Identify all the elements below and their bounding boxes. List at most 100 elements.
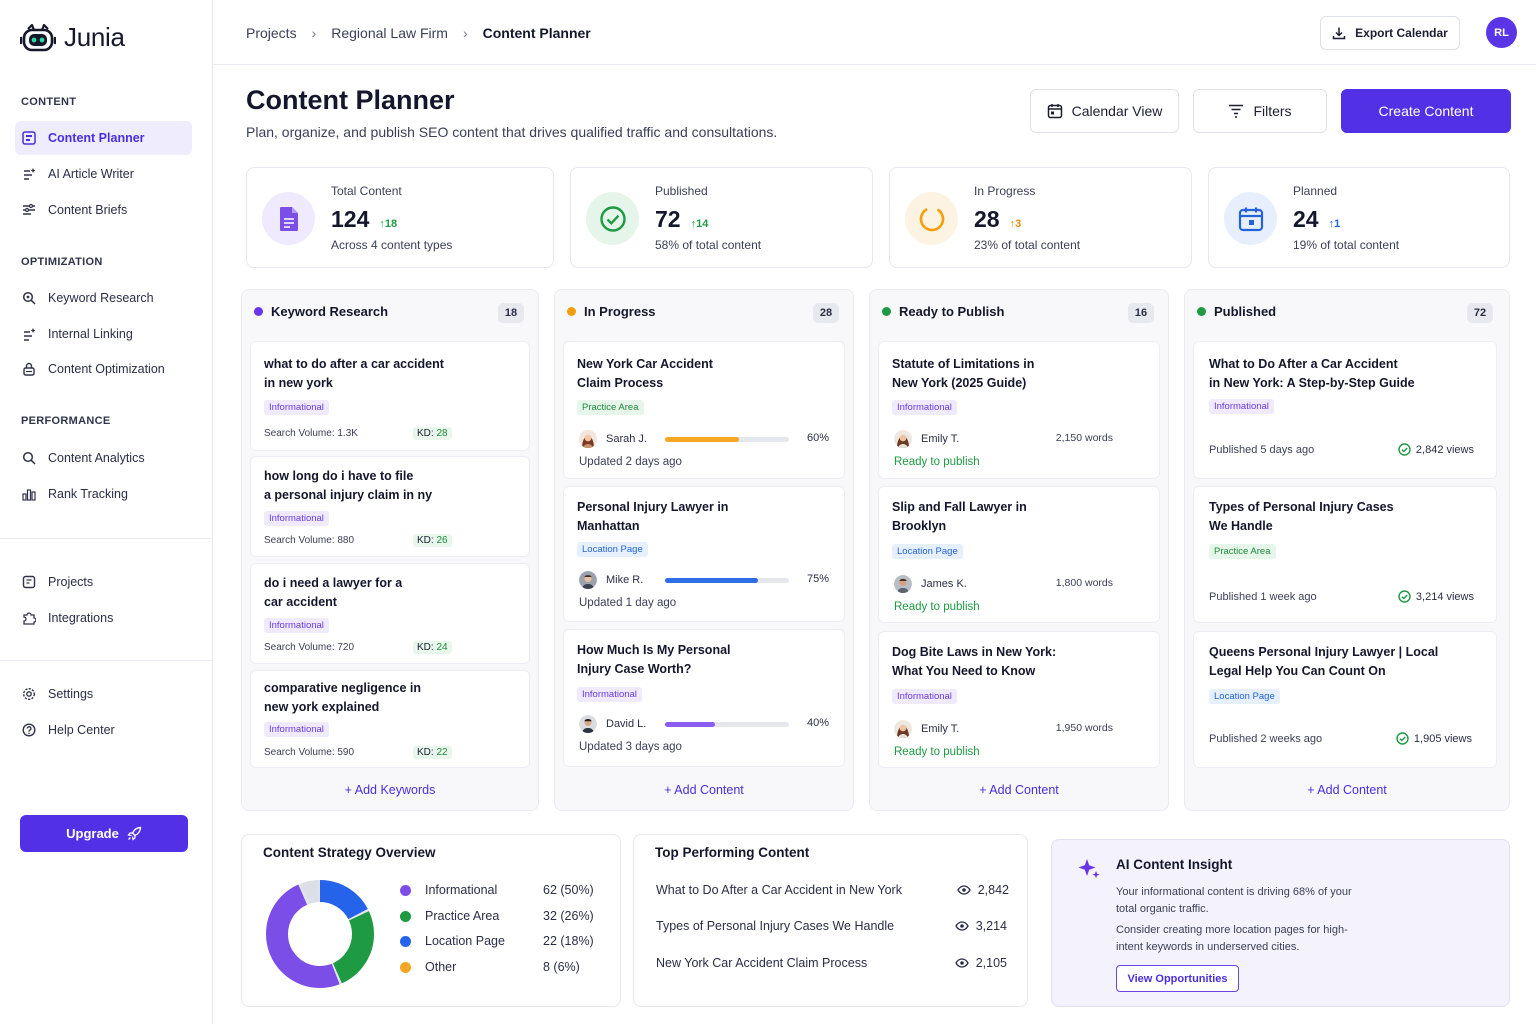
content-type-tag: Informational	[1209, 399, 1274, 414]
author-name: Mike R.	[606, 574, 644, 586]
column-count-badge: 18	[498, 303, 524, 323]
add-content-button[interactable]: + Add Content	[664, 783, 744, 797]
link-sparkle-icon	[21, 327, 36, 342]
content-card[interactable]: Dog Bite Laws in New York: What You Need …	[878, 631, 1160, 768]
top-content-row[interactable]: Types of Personal Injury Cases We Handle…	[656, 919, 1007, 933]
top-performing-panel: Top Performing Content What to Do After …	[633, 834, 1028, 1007]
keyword-card[interactable]: how long do i have to file a personal inj…	[250, 456, 530, 557]
view-opportunities-button[interactable]: View Opportunities	[1116, 965, 1239, 992]
bar-chart-icon	[21, 487, 36, 502]
stat-delta-value: 3	[1015, 218, 1022, 230]
stat-delta-value: 14	[696, 218, 709, 230]
page-title: Content Planner	[246, 85, 455, 115]
content-card[interactable]: How Much Is My Personal Injury Case Worth…	[563, 629, 845, 767]
panel-title: Content Strategy Overview	[263, 845, 436, 860]
stat-delta-value: 1	[1334, 218, 1341, 230]
sidebar-item-content-planner[interactable]: Content Planner	[15, 121, 192, 155]
legend-label: Practice Area	[425, 909, 500, 923]
sidebar-item-projects[interactable]: Projects	[15, 565, 192, 599]
stat-delta: ↑3	[1010, 218, 1022, 230]
avatar[interactable]: RL	[1486, 17, 1517, 48]
sidebar-item-integrations[interactable]: Integrations	[15, 601, 192, 635]
logo[interactable]: Junia	[20, 22, 125, 53]
legend-label: Location Page	[425, 934, 505, 948]
sidebar-divider	[0, 538, 212, 539]
sidebar-item-label: Content Optimization	[48, 362, 165, 376]
word-count: 2,150 words	[1055, 432, 1113, 444]
filter-icon	[1228, 104, 1244, 118]
author: Sarah J.	[579, 430, 647, 448]
sidebar-divider	[0, 660, 212, 661]
stat-card-published: Published 72 ↑14 58% of total content	[570, 167, 873, 268]
add-content-button[interactable]: + Add Content	[979, 783, 1059, 797]
view-count: 1,905 views	[1396, 732, 1472, 745]
stat-label: Total Content	[331, 184, 402, 198]
check-circle-icon	[1398, 443, 1411, 456]
author: Emily T.	[894, 720, 959, 738]
create-content-button[interactable]: Create Content	[1341, 89, 1511, 133]
content-card[interactable]: Statute of Limitations in New York (2025 …	[878, 341, 1160, 479]
published-card[interactable]: Types of Personal Injury Cases We Handle …	[1193, 486, 1497, 623]
stat-value-row: 72 ↑14	[655, 206, 708, 233]
sidebar-item-help-center[interactable]: Help Center	[15, 713, 192, 747]
stat-value: 124	[331, 206, 370, 232]
progress-fill	[665, 437, 740, 442]
sidebar-item-content-analytics[interactable]: Content Analytics	[15, 441, 192, 475]
published-card[interactable]: Queens Personal Injury Lawyer | Local Leg…	[1193, 631, 1497, 768]
published-card[interactable]: What to Do After a Car Accident in New Yo…	[1193, 341, 1497, 479]
progress-fill	[665, 722, 715, 727]
rocket-icon	[127, 826, 142, 841]
stat-value: 24	[1293, 206, 1319, 232]
sidebar-item-keyword-research[interactable]: Keyword Research	[15, 281, 192, 315]
create-content-label: Create Content	[1378, 103, 1474, 119]
search-icon	[21, 291, 36, 306]
sidebar-item-rank-tracking[interactable]: Rank Tracking	[15, 477, 192, 511]
content-card[interactable]: Slip and Fall Lawyer in Brooklyn Location…	[878, 486, 1160, 623]
legend-label: Other	[425, 960, 457, 974]
upgrade-button[interactable]: Upgrade	[20, 815, 188, 852]
breadcrumb-projects[interactable]: Projects	[246, 25, 297, 41]
sidebar-item-internal-linking[interactable]: Internal Linking	[15, 317, 192, 351]
kd-badge: KD: 28	[413, 427, 452, 440]
sidebar-item-ai-article-writer[interactable]: AI Article Writer	[15, 157, 192, 191]
add-keywords-button[interactable]: + Add Keywords	[344, 783, 436, 797]
top-content-row[interactable]: New York Car Accident Claim Process 2,10…	[656, 956, 1007, 970]
document-icon	[262, 192, 315, 245]
chevron-right-icon: ›	[311, 25, 317, 41]
sidebar-item-settings[interactable]: Settings	[15, 677, 192, 711]
keyword-card[interactable]: comparative negligence in new york explai…	[250, 670, 530, 768]
stat-label: Published	[655, 184, 708, 198]
progress-percent: 75%	[806, 573, 829, 585]
legend-item: Other 8 (6%)	[400, 960, 580, 974]
column-count-badge: 16	[1128, 303, 1154, 323]
puzzle-icon	[21, 611, 36, 626]
content-type-tag: Informational	[264, 400, 329, 415]
keyword-card[interactable]: what to do after a car accident in new yo…	[250, 341, 530, 451]
gear-icon	[21, 687, 36, 702]
legend-swatch	[400, 935, 411, 947]
filters-button[interactable]: Filters	[1193, 89, 1327, 133]
published-time: Published 2 weeks ago	[1209, 733, 1323, 745]
content-type-tag: Practice Area	[1209, 544, 1276, 559]
stat-value-row: 24 ↑1	[1293, 206, 1340, 233]
folder-icon	[21, 575, 36, 590]
progress-spinner-icon	[905, 192, 958, 245]
content-type-tag: Informational	[892, 400, 957, 415]
breadcrumb-regional-law-firm[interactable]: Regional Law Firm	[331, 25, 448, 41]
card-title: how long do i have to file a personal inj…	[264, 469, 433, 502]
column-header: Keyword Research	[254, 304, 388, 319]
keyword-card[interactable]: do i need a lawyer for a car accident Inf…	[250, 563, 530, 664]
calendar-view-button[interactable]: Calendar View	[1030, 89, 1179, 133]
donut-slice-practice-area	[266, 880, 374, 988]
content-card[interactable]: Personal Injury Lawyer in Manhattan Locat…	[563, 486, 845, 622]
column-header: Published	[1197, 304, 1276, 319]
export-calendar-button[interactable]: Export Calendar	[1320, 16, 1460, 50]
content-card[interactable]: New York Car Accident Claim Process Pract…	[563, 341, 845, 479]
card-title: How Much Is My Personal Injury Case Worth…	[577, 643, 731, 676]
top-content-row[interactable]: What to Do After a Car Accident in New Y…	[656, 883, 1009, 897]
add-content-button[interactable]: + Add Content	[1307, 783, 1387, 797]
stat-description: 19% of total content	[1293, 238, 1400, 252]
card-title: Types of Personal Injury Cases We Handle	[1209, 500, 1394, 533]
sidebar-item-content-briefs[interactable]: Content Briefs	[15, 193, 192, 227]
sidebar-item-content-optimization[interactable]: Content Optimization	[15, 352, 192, 386]
